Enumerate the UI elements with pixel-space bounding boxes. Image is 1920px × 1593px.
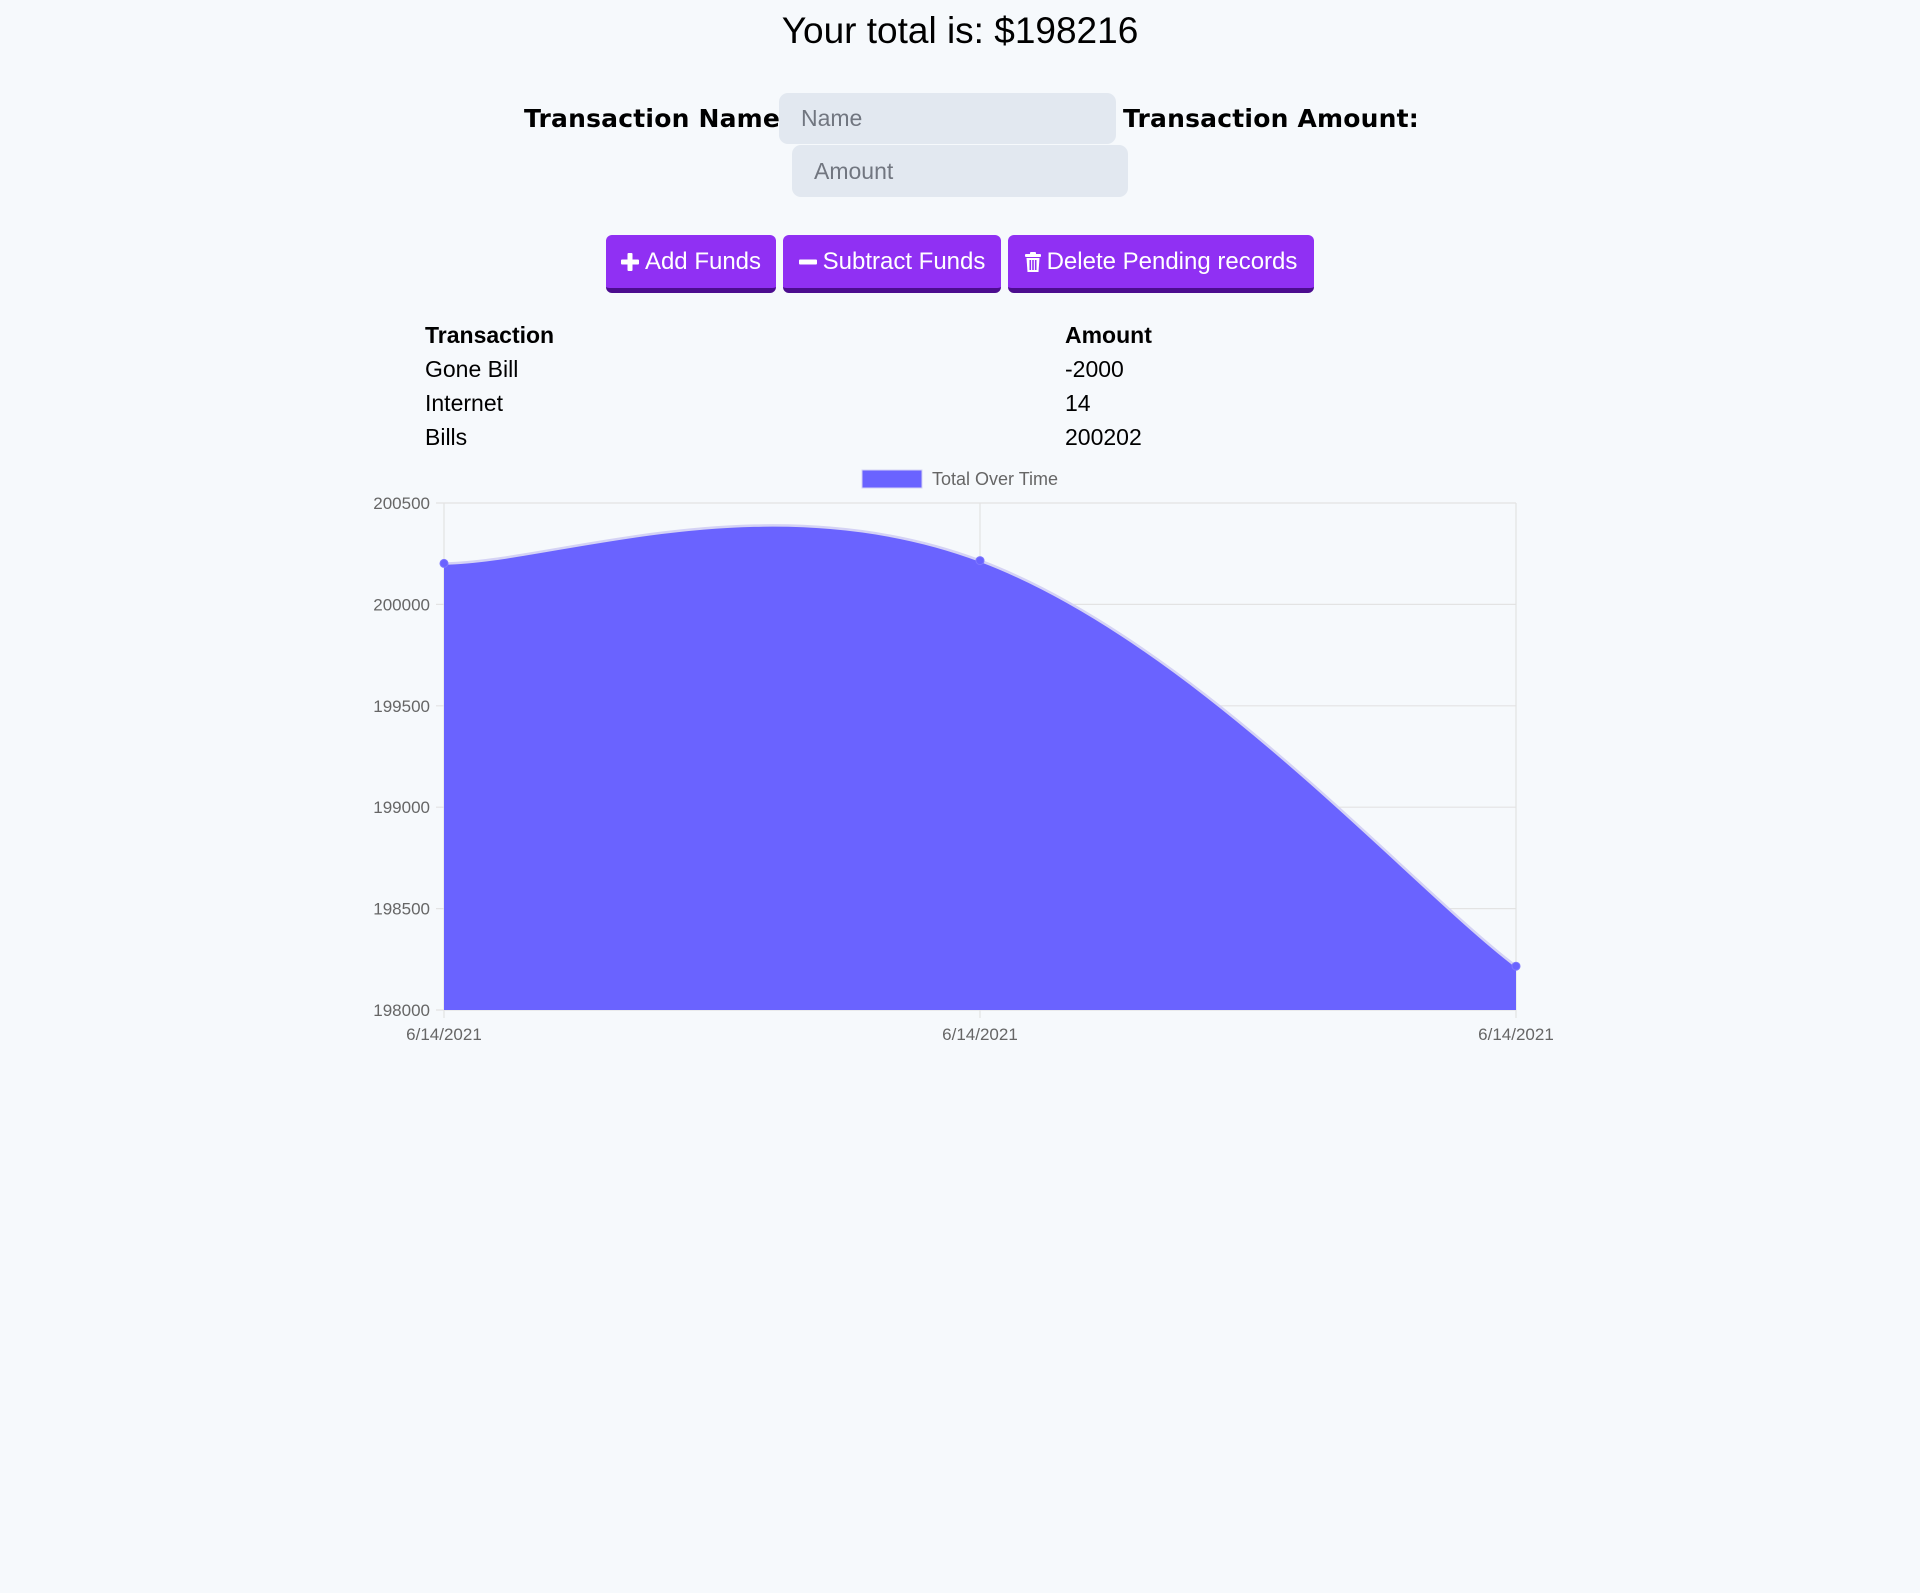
y-tick-label: 200000	[373, 595, 430, 614]
table-cell-transaction: Internet	[425, 390, 503, 416]
y-tick-label: 200500	[373, 494, 430, 513]
y-tick-label: 198000	[373, 1001, 430, 1020]
table-header-amount: Amount	[1065, 322, 1152, 348]
table-cell-transaction: Bills	[425, 424, 468, 450]
table-cell-transaction: Gone Bill	[425, 356, 519, 382]
legend-label: Total Over Time	[932, 469, 1058, 489]
table-cell-amount: -2000	[1065, 356, 1124, 382]
total-heading: Your total is: $198216	[781, 10, 1139, 51]
transaction-name-label: Transaction Name:	[524, 104, 791, 133]
data-point	[439, 558, 449, 568]
add-funds-button[interactable]: Add Funds	[606, 235, 776, 293]
series-area	[444, 525, 1516, 1010]
subtract-funds-button[interactable]: Subtract Funds	[783, 235, 1001, 293]
y-tick-label: 199500	[373, 697, 430, 716]
x-tick-label: 6/14/2021	[406, 1025, 482, 1044]
minus-icon	[798, 253, 817, 271]
data-point	[1511, 961, 1521, 971]
series-line	[443, 524, 1517, 968]
table-header-transaction: Transaction	[425, 322, 555, 348]
x-tick-label: 6/14/2021	[1478, 1025, 1554, 1044]
delete-pending-button[interactable]: Delete Pending records	[1008, 235, 1314, 293]
add-funds-label: Add Funds	[644, 247, 762, 275]
table-cell-amount: 14	[1065, 390, 1091, 416]
legend-swatch	[861, 469, 923, 489]
transaction-amount-input[interactable]	[792, 145, 1128, 197]
delete-pending-label: Delete Pending records	[1046, 247, 1298, 275]
transaction-name-input[interactable]	[779, 93, 1116, 144]
table-cell-amount: 200202	[1065, 424, 1142, 450]
data-point	[975, 556, 985, 566]
plus-icon	[620, 252, 639, 271]
transaction-amount-label: Transaction Amount:	[1123, 104, 1419, 133]
trash-icon	[1024, 251, 1041, 272]
y-tick-label: 198500	[373, 900, 430, 919]
y-tick-label: 199000	[373, 798, 430, 817]
x-tick-label: 6/14/2021	[942, 1025, 1018, 1044]
subtract-funds-label: Subtract Funds	[822, 247, 986, 275]
